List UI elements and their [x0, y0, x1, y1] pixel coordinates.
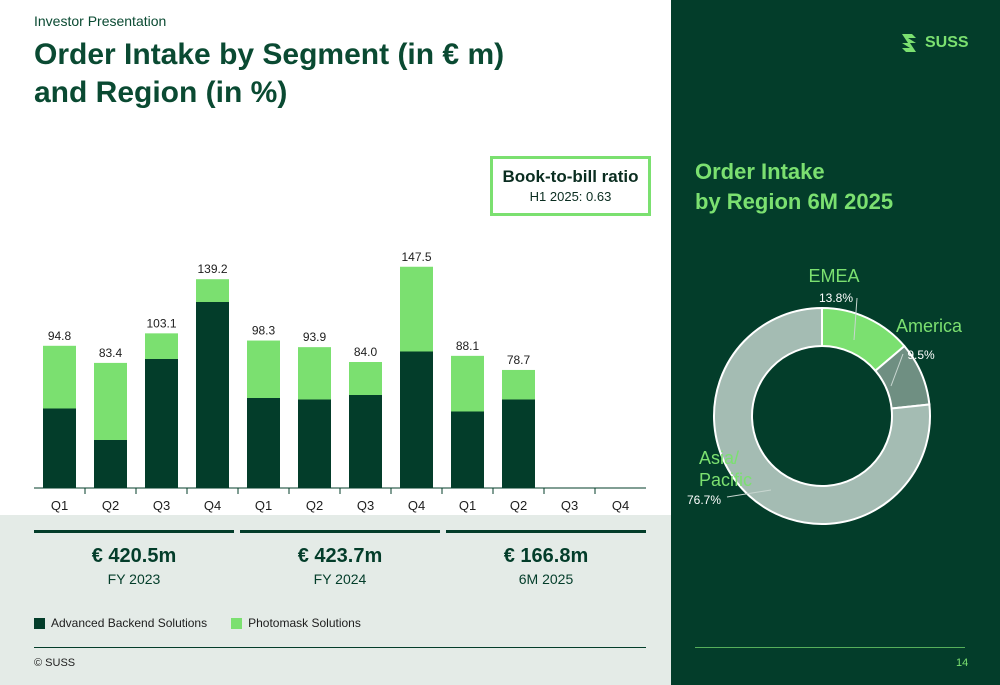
region-donut-chart: EMEA 13.8% America 9.5% Asia/Pacific 76.7% — [687, 266, 963, 525]
donut-value-label-1: 9.5% — [907, 348, 935, 362]
bar-total-label-3: 139.2 — [197, 262, 227, 276]
bar-photomask-6 — [349, 362, 382, 395]
year-total-fy2024: € 423.7m — [297, 545, 383, 567]
year-total-fy2023: € 420.5m — [91, 545, 177, 567]
legend-label-photomask: Photomask Solutions — [248, 616, 361, 630]
year-rule-fy2023 — [34, 530, 234, 533]
bar-advanced-backend-2 — [145, 359, 178, 488]
bar-total-label-2: 103.1 — [146, 316, 176, 330]
bar-total-label-0: 94.8 — [48, 329, 72, 343]
x-tick-label-2: Q3 — [153, 498, 170, 513]
legend-swatch-advanced-backend — [34, 617, 45, 629]
year-total-6m2025: € 166.8m — [503, 545, 589, 567]
copyright-text: © SUSS — [34, 657, 76, 669]
bar-total-label-8: 88.1 — [456, 339, 480, 353]
x-tick-label-6: Q3 — [357, 498, 374, 513]
bar-advanced-backend-8 — [451, 411, 484, 488]
year-label-fy2024: FY 2024 — [313, 571, 367, 587]
bar-advanced-backend-4 — [247, 398, 280, 488]
bar-photomask-9 — [502, 369, 535, 400]
bar-total-label-9: 78.7 — [507, 353, 531, 367]
suss-logo-icon — [902, 34, 916, 52]
x-tick-label-10: Q3 — [561, 498, 578, 513]
bar-total-label-5: 93.9 — [303, 330, 327, 344]
bar-photomask-2 — [145, 333, 178, 359]
bar-advanced-backend-6 — [349, 395, 382, 488]
x-tick-label-9: Q2 — [510, 498, 527, 513]
bar-photomask-1 — [94, 362, 127, 440]
donut-value-label-2: 76.7% — [687, 493, 721, 507]
order-intake-bar-chart: 94.8 Q1 83.4 Q2 103.1 Q3 139.2 Q4 98.3 Q1 93.9 Q2 84… — [34, 250, 646, 513]
legend-label-advanced-backend: Advanced Backend Solutions — [51, 616, 208, 630]
bar-advanced-backend-3 — [196, 302, 229, 488]
book-to-bill-value: H1 2025: 0.63 — [529, 189, 612, 204]
x-tick-label-0: Q1 — [51, 498, 68, 513]
bar-total-label-1: 83.4 — [99, 346, 123, 360]
page-title: Order Intake by Segment (in € m) and Reg… — [34, 38, 505, 109]
region-footer-rule — [695, 647, 965, 648]
bar-advanced-backend-9 — [502, 399, 535, 488]
bar-total-label-6: 84.0 — [354, 345, 378, 359]
bar-total-label-4: 98.3 — [252, 324, 276, 338]
region-title: Order Intake by Region 6M 2025 — [695, 159, 894, 214]
bar-photomask-4 — [247, 340, 280, 398]
x-tick-label-1: Q2 — [102, 498, 119, 513]
x-tick-label-5: Q2 — [306, 498, 323, 513]
bar-total-label-7: 147.5 — [401, 250, 431, 264]
year-label-fy2023: FY 2023 — [107, 571, 161, 587]
bar-photomask-0 — [43, 345, 76, 409]
donut-name-label-0-0: EMEA — [808, 266, 859, 286]
book-to-bill-box: Book-to-bill ratio H1 2025: 0.63 — [490, 156, 651, 216]
x-tick-label-11: Q4 — [612, 498, 629, 513]
donut-name-label-2-1: Pacific — [699, 470, 752, 490]
legend-item-advanced-backend: Advanced Backend Solutions — [34, 616, 207, 630]
year-rule-fy2024 — [240, 530, 440, 533]
logo-wordmark: SUSS — [925, 34, 969, 51]
donut-name-label-2-0: Asia/ — [699, 448, 739, 468]
legend-item-photomask: Photomask Solutions — [231, 616, 361, 630]
legend-swatch-photomask — [231, 617, 243, 629]
bar-advanced-backend-1 — [94, 440, 127, 488]
bar-advanced-backend-7 — [400, 351, 433, 488]
year-label-6m2025: 6M 2025 — [518, 571, 574, 587]
bar-photomask-8 — [451, 355, 484, 412]
suss-logo: SUSS — [899, 32, 969, 54]
year-rule-6m2025 — [446, 530, 646, 533]
page-number: 14 — [956, 657, 969, 669]
footer-rule — [34, 647, 646, 648]
donut-leader-1 — [890, 353, 904, 387]
x-tick-label-4: Q1 — [255, 498, 272, 513]
bar-advanced-backend-0 — [43, 408, 76, 488]
x-tick-label-3: Q4 — [204, 498, 221, 513]
donut-value-label-0: 13.8% — [819, 291, 853, 305]
x-tick-label-8: Q1 — [459, 498, 476, 513]
donut-name-label-1-0: America — [896, 316, 963, 336]
bar-photomask-7 — [400, 266, 433, 352]
bar-advanced-backend-5 — [298, 399, 331, 488]
kicker-text: Investor Presentation — [34, 13, 167, 29]
x-tick-label-7: Q4 — [408, 498, 425, 513]
chart-legend: Advanced Backend Solutions Photomask Sol… — [34, 616, 385, 630]
donut-leader-2 — [726, 489, 772, 498]
bar-photomask-5 — [298, 347, 331, 400]
summary-background — [0, 515, 671, 685]
book-to-bill-title: Book-to-bill ratio — [502, 167, 639, 186]
bar-photomask-3 — [196, 279, 229, 302]
donut-slice-2 — [713, 306, 931, 525]
donut-leader-0 — [853, 297, 858, 341]
